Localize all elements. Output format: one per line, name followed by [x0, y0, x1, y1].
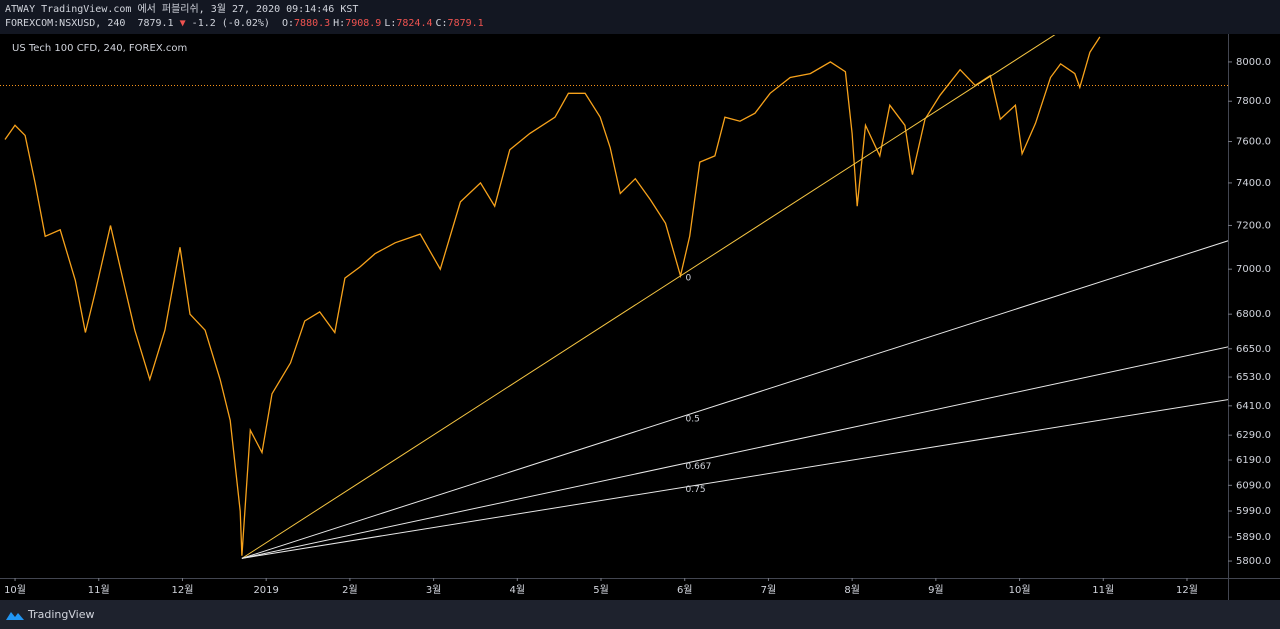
x-tick-label: 8월: [844, 584, 860, 596]
y-tick-label: 5800.0: [1236, 556, 1271, 567]
published: ATWAY TradingView.com 에서 퍼블리쉬, 3월 27, 20…: [5, 3, 358, 15]
logo-icon: [6, 612, 24, 620]
down-arrow: ▼: [180, 18, 186, 29]
x-tick-label: 6월: [677, 584, 693, 596]
ohlc-value: 7879.1: [448, 18, 484, 29]
price-line-series: [4, 36, 1101, 556]
y-tick-label: 6090.0: [1236, 480, 1271, 491]
ohlc-key: H:: [333, 18, 345, 29]
ohlc: O:7880.3 H:7908.9 L:7824.4 C:7879.1: [282, 18, 484, 29]
quote-line: FOREXCOM:NSXUSD, 240 7879.1 ▼ -1.2 (-0.0…: [5, 18, 484, 29]
x-tick-label: 3월: [426, 584, 442, 596]
symbol: FOREXCOM:NSXUSD, 240: [5, 18, 125, 29]
ohlc-key: C:: [436, 18, 448, 29]
x-tick-label: 4월: [510, 584, 526, 596]
y-tick-label: 7400.0: [1236, 178, 1271, 189]
x-tick-label: 2월: [342, 584, 358, 596]
fan-line: [241, 399, 1228, 559]
x-tick-label: 11월: [1092, 584, 1114, 596]
y-tick-label: 6650.0: [1236, 344, 1271, 355]
ohlc-key: L:: [384, 18, 396, 29]
y-tick-label: 8000.0: [1236, 57, 1271, 68]
y-tick-label: 7000.0: [1236, 264, 1271, 275]
x-tick-label: 2019: [253, 585, 278, 596]
x-tick-label: 12월: [1176, 584, 1198, 596]
fan-line: [241, 240, 1228, 559]
fan-level-label: 0.667: [686, 462, 712, 472]
legend: US Tech 100 CFD, 240, FOREX.com: [12, 43, 187, 54]
y-tick-label: 5990.0: [1236, 506, 1271, 517]
y-tick-label: 6530.0: [1236, 372, 1271, 383]
y-tick-label: 6410.0: [1236, 401, 1271, 412]
y-tick-label: 6800.0: [1236, 309, 1271, 320]
x-tick-label: 12월: [171, 584, 193, 596]
ohlc-value: 7824.4: [396, 18, 432, 29]
ohlc-value: 7908.9: [345, 18, 381, 29]
brand[interactable]: TradingView: [27, 608, 94, 621]
fan-line: [241, 35, 1056, 559]
y-tick-label: 6290.0: [1236, 430, 1271, 441]
y-tick-label: 7200.0: [1236, 220, 1271, 231]
fan-line: [241, 346, 1228, 559]
header-bar: [0, 0, 1280, 34]
y-tick-label: 6190.0: [1236, 455, 1271, 466]
fan-level-label: 0: [686, 273, 692, 283]
x-tick-label: 9월: [928, 584, 944, 596]
ohlc-key: O:: [282, 18, 294, 29]
footer-bar: [0, 600, 1280, 629]
x-tick-label: 10월: [1009, 584, 1031, 596]
x-tick-label: 10월: [4, 584, 26, 596]
plot: 0 0.5 0.667 0.75: [0, 35, 1228, 559]
fan-level-label: 0.75: [686, 485, 706, 495]
x-tick-label: 7월: [761, 584, 777, 596]
y-tick-label: 5890.0: [1236, 532, 1271, 543]
last: 7879.1: [137, 18, 173, 29]
y-tick-label: 7600.0: [1236, 137, 1271, 148]
x-tick-label: 5월: [593, 584, 609, 596]
plot-area: [0, 34, 1228, 578]
ohlc-value: 7880.3: [294, 18, 330, 29]
x-tick-label: 11월: [88, 584, 110, 596]
y-tick-label: 7800.0: [1236, 96, 1271, 107]
fan-level-label: 0.5: [686, 415, 700, 425]
change: -1.2 (-0.02%): [192, 18, 270, 29]
